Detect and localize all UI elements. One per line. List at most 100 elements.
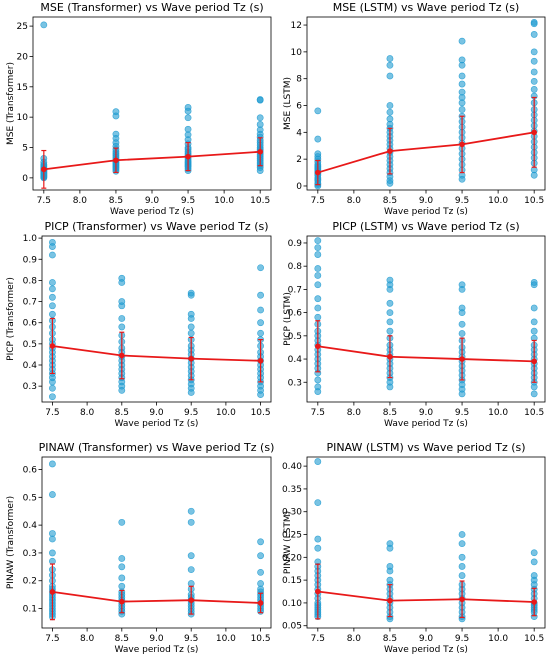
scatter-point (314, 458, 322, 465)
scatter-point (118, 518, 126, 526)
mean-point (315, 169, 321, 176)
scatter-point (386, 55, 394, 62)
scatter-point (49, 243, 56, 250)
mean-point (315, 588, 321, 595)
scatter-point (458, 175, 466, 183)
scatter-point (386, 383, 394, 391)
y-tick-label: 15 (17, 83, 28, 93)
x-tick-label: 10.0 (488, 408, 508, 418)
scatter-point (314, 237, 322, 245)
scatter-point (458, 99, 466, 107)
y-tick-label: 0.3 (288, 378, 302, 388)
scatter-point (386, 327, 394, 335)
scatter-point (118, 386, 126, 394)
scatter-point (118, 555, 126, 562)
scatter-point (187, 329, 195, 337)
y-tick-label: 0.25 (282, 531, 302, 541)
y-tick-label: 10 (17, 113, 29, 123)
scatter-point (386, 61, 394, 69)
subplot-title: MSE (Transformer) vs Wave period Tz (s) (40, 1, 263, 14)
x-tick-label: 7.5 (311, 634, 325, 644)
scatter-point (49, 310, 56, 318)
y-tick-label: 0.5 (23, 340, 37, 350)
scatter-point (118, 279, 126, 286)
x-tick-label: 7.5 (45, 408, 59, 418)
scatter-point (314, 295, 322, 303)
y-axis-label: PINAW (Transformer) (6, 496, 16, 589)
subplot-6: PINAW (LSTM) vs Wave period Tz (s) 7.5 8.0… (282, 441, 546, 655)
mean-line (317, 590, 535, 603)
axes-frame (41, 235, 272, 403)
x-tick-label: 8.0 (80, 634, 95, 644)
x-tick-label: 8.0 (347, 408, 362, 418)
scatter-point (49, 557, 56, 565)
x-tick-label: 10.0 (214, 196, 234, 206)
mean-point (531, 129, 537, 136)
scatter-series (314, 237, 538, 398)
y-tick-label: 4 (296, 128, 302, 138)
scatter-point (187, 389, 195, 396)
mean-point (119, 352, 125, 359)
scatter-series (40, 21, 264, 182)
mean-point (257, 148, 263, 155)
scatter-point (314, 135, 322, 143)
scatter-point (314, 265, 322, 272)
scatter-point (530, 31, 538, 38)
x-tick-label: 9.5 (181, 196, 195, 206)
scatter-point (184, 107, 192, 115)
mean-point (41, 166, 47, 173)
scatter-point (458, 531, 466, 538)
scatter-point (49, 460, 56, 468)
x-tick-label: 8.5 (115, 634, 129, 644)
scatter-point (386, 179, 394, 187)
x-tick-label: 8.5 (383, 196, 397, 206)
scatter-point (530, 390, 538, 398)
scatter-point (118, 315, 126, 322)
subplot-title: PINAW (Transformer) vs Wave period Tz (s… (39, 441, 275, 454)
scatter-point (386, 285, 394, 293)
y-tick-label: 0.6 (288, 309, 303, 319)
subplot-title: PINAW (LSTM) vs Wave period Tz (s) (326, 441, 525, 454)
x-tick-label: 8.5 (383, 634, 397, 644)
scatter-point (49, 293, 56, 301)
y-tick-label: 0.9 (23, 255, 38, 265)
scatter-point (458, 563, 466, 570)
y-tick-label: 2 (296, 155, 302, 165)
x-tick-label: 9.0 (149, 408, 164, 418)
y-tick-label: 1.0 (23, 234, 38, 244)
scatter-point (530, 57, 538, 65)
y-tick-label: 0.4 (23, 361, 38, 371)
y-axis-label: MSE (LSTM) (283, 77, 293, 130)
x-tick-label: 9.5 (184, 408, 198, 418)
scatter-point (530, 558, 538, 566)
y-axis-label: PICP (LSTM) (283, 292, 293, 346)
scatter-point (40, 21, 48, 29)
scatter-point (458, 106, 466, 113)
scatter-point (530, 327, 538, 335)
scatter-point (49, 535, 56, 543)
scatter-point (118, 302, 126, 310)
mean-point (531, 599, 537, 605)
scatter-point (530, 86, 538, 93)
scatter-point (530, 318, 538, 326)
scatter-point (458, 540, 466, 548)
scatter-point (530, 20, 538, 28)
x-tick-label: 10.0 (216, 634, 236, 644)
x-tick-label: 10.0 (488, 196, 508, 206)
scatter-point (458, 80, 466, 88)
scatter-point (530, 549, 538, 557)
mean-point (119, 598, 125, 605)
scatter-point (530, 171, 538, 179)
mean-point (459, 356, 465, 362)
subplot-2: MSE (LSTM) vs Wave period Tz (s) 7.5 8.0 8.… (283, 1, 546, 217)
y-tick-label: 6 (296, 102, 302, 112)
scatter-series (49, 238, 264, 401)
scatter-point (187, 518, 195, 526)
x-tick-label: 10.5 (251, 634, 271, 644)
x-tick-label: 7.5 (37, 196, 51, 206)
x-tick-label: 8.0 (73, 196, 88, 206)
mean-point (387, 597, 393, 604)
x-tick-label: 9.5 (455, 408, 469, 418)
x-tick-label: 9.0 (145, 196, 160, 206)
scatter-point (118, 574, 126, 582)
